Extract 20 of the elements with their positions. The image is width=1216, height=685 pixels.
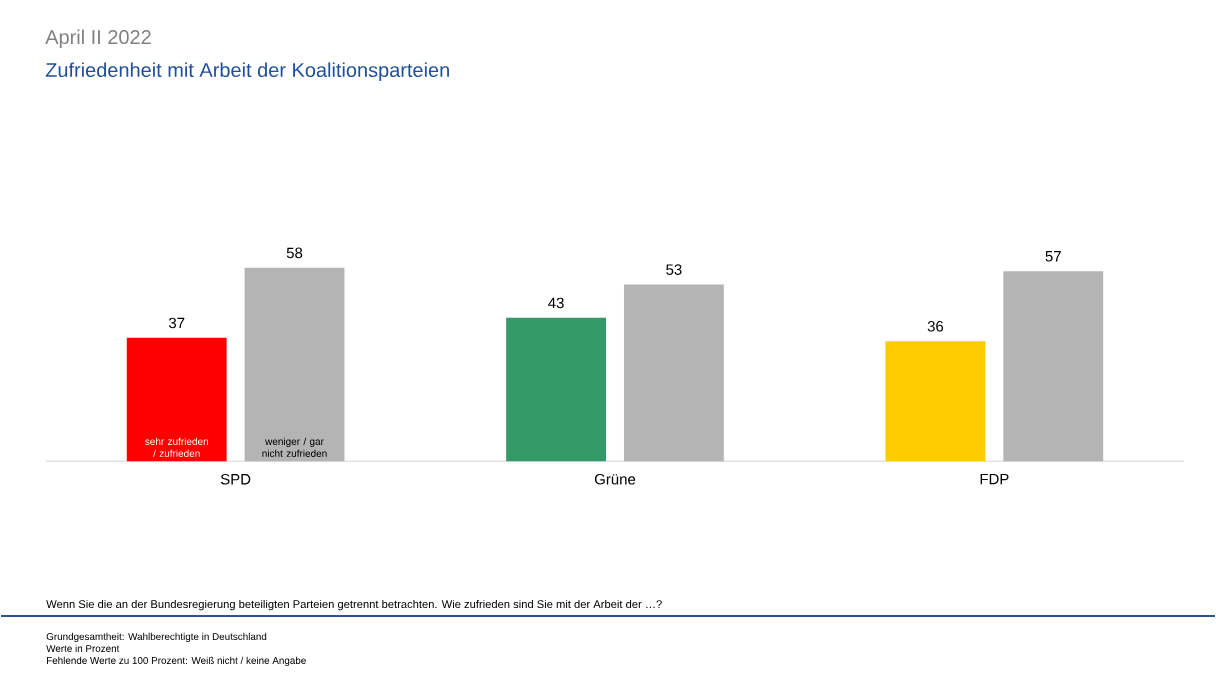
text: Werte in Prozent: [46, 644, 120, 653]
chart-subtitle: Zufriedenheit mit Arbeit der Koalitionsparteien: [45, 62, 449, 82]
series-label: sehr zufrieden / zufrieden: [145, 437, 208, 458]
data-label: 57: [1045, 251, 1061, 262]
series-label: weniger / gar nicht zufrieden: [262, 437, 327, 458]
data-label: 37: [168, 317, 185, 329]
text: Fehlende Werte zu 100 Prozent: Weiß nicht / keine Angabe: [47, 656, 306, 666]
data-label: 53: [666, 264, 682, 275]
bar: [885, 341, 986, 462]
x-tick-label: Grüne: [594, 473, 636, 485]
text: Grundgesamtheit: Wahlberechtigte in Deutschland: [46, 632, 267, 643]
x-tick-label: SPD: [220, 473, 251, 485]
x-tick-label: FDP: [980, 473, 1009, 485]
bar: [506, 317, 607, 462]
data-label: 58: [286, 247, 303, 259]
bar: [126, 337, 227, 462]
chart-title: April II 2022: [45, 29, 151, 49]
data-label: 36: [927, 321, 944, 332]
text: Wenn Sie die an der Bundesregierung beteiligten Parteien getrennt betrachten. Wie zufrieden sind Sie mit der Arbeit der …?: [46, 599, 662, 611]
data-label: 43: [548, 297, 564, 309]
